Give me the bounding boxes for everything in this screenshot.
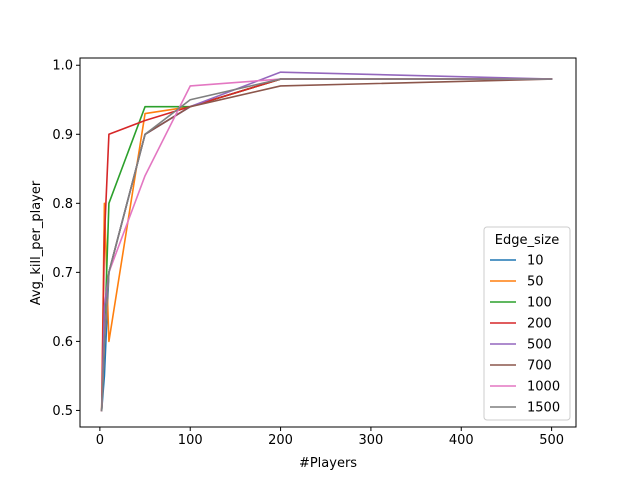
x-tick-label: 200 [268, 433, 293, 448]
y-tick-label: 0.7 [52, 266, 73, 281]
legend-label-500: 500 [527, 338, 552, 353]
x-tick-label: 500 [539, 433, 564, 448]
legend-title: Edge_size [495, 233, 559, 248]
y-tick-label: 0.8 [52, 197, 73, 212]
y-tick-label: 0.5 [52, 404, 73, 419]
legend-label-50: 50 [527, 275, 544, 290]
legend-label-1000: 1000 [527, 380, 560, 395]
legend-label-10: 10 [527, 254, 544, 269]
y-tick-label: 0.6 [52, 335, 73, 350]
legend-label-1500: 1500 [527, 401, 560, 416]
x-tick-label: 0 [96, 433, 104, 448]
legend-label-700: 700 [527, 359, 552, 374]
axes-layer: 0 100 200 300 400 500 0.5 0.6 0.7 0.8 0.9 1.0 [52, 57, 577, 448]
x-tick-label: 300 [359, 433, 384, 448]
axes-frame [79, 57, 577, 428]
x-tick-label: 400 [449, 433, 474, 448]
x-axis-label: #Players [299, 456, 357, 471]
y-tick-label: 0.9 [52, 128, 73, 143]
y-axis-label: Avg_kill_per_player [29, 180, 44, 305]
legend-box [483, 226, 571, 421]
y-tick-label: 1.0 [52, 59, 73, 74]
legend-label-200: 200 [527, 317, 552, 332]
series-line-1500 [100, 78, 553, 412]
series-layer [100, 71, 553, 412]
legend: Edge_size 10 50 100 200 500 700 1000 1500 [483, 226, 571, 421]
x-tick-label: 100 [178, 433, 203, 448]
legend-label-100: 100 [527, 296, 552, 311]
